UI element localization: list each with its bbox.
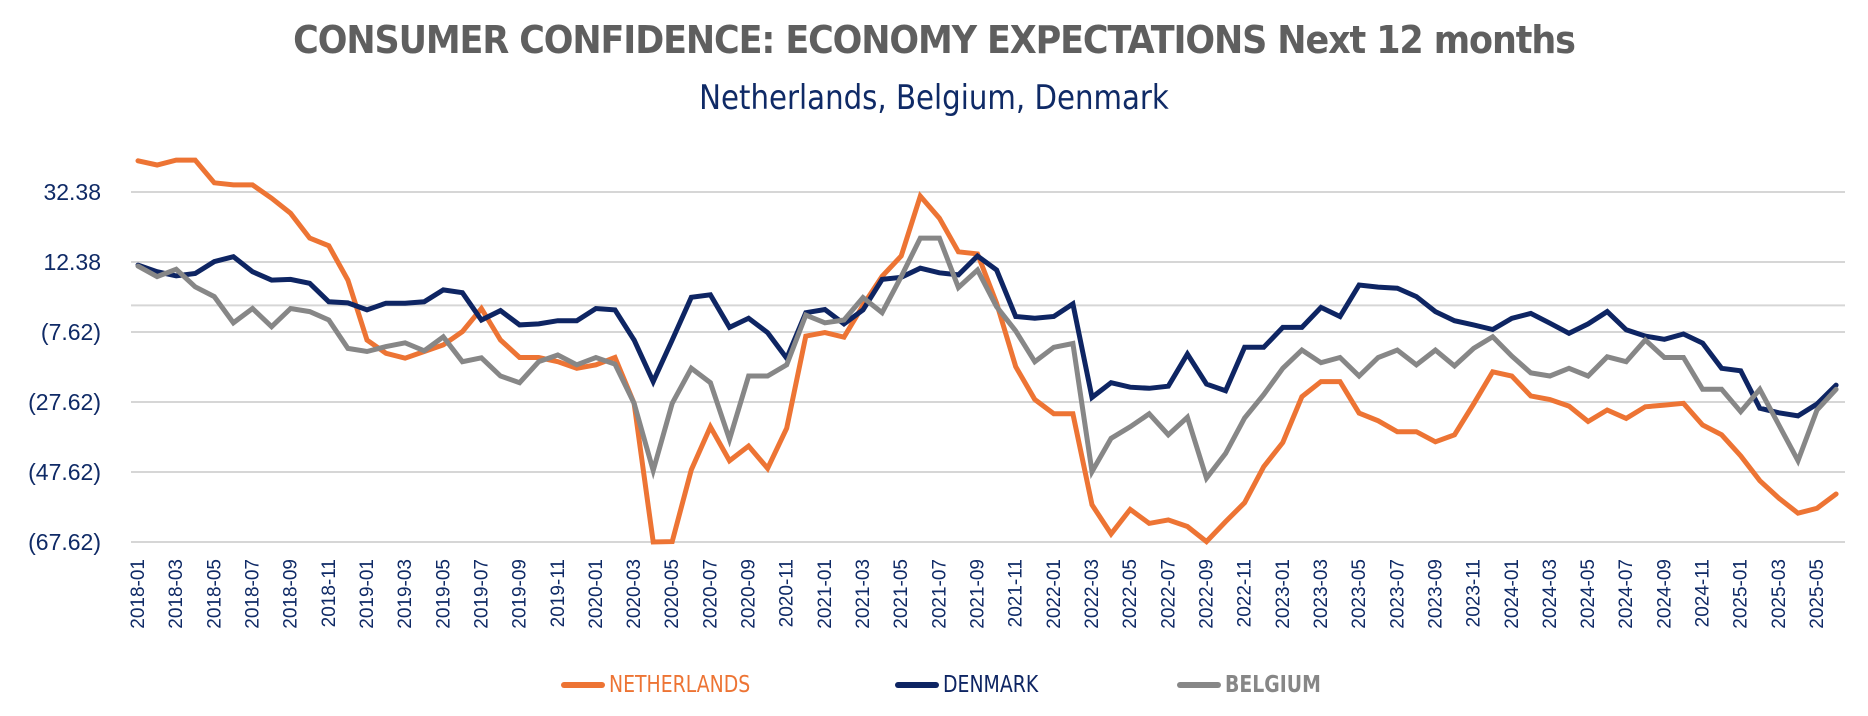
legend-item-netherlands[interactable]: NETHERLANDS <box>561 670 781 700</box>
series-lines <box>135 157 1839 545</box>
x-tick-label: 2020-01 <box>586 559 607 629</box>
x-tick-label: 2018-05 <box>204 559 225 629</box>
x-tick-label: 2024-03 <box>1540 559 1561 629</box>
x-tick-label: 2020-11 <box>777 559 798 627</box>
x-tick-label: 2022-07 <box>1158 559 1179 629</box>
x-tick-label: 2018-07 <box>242 559 263 629</box>
legend-label-belgium: BELGIUM <box>1225 672 1321 698</box>
y-tick-label: 32.38 <box>43 179 101 205</box>
x-tick-label: 2024-07 <box>1616 559 1637 629</box>
x-tick-label: 2021-09 <box>968 559 989 629</box>
legend-label-netherlands: NETHERLANDS <box>609 672 751 698</box>
x-tick-label: 2021-03 <box>853 559 874 629</box>
series-line-belgium <box>135 235 1839 484</box>
y-tick-label: (67.62) <box>28 529 101 555</box>
chart-title: CONSUMER CONFIDENCE: ECONOMY EXPECTATION… <box>293 18 1576 62</box>
x-tick-label: 2022-01 <box>1044 559 1065 629</box>
x-tick-label: 2021-05 <box>891 559 912 629</box>
x-tick-label: 2019-05 <box>433 559 454 629</box>
x-tick-label: 2024-01 <box>1502 559 1523 629</box>
x-tick-label: 2024-05 <box>1578 559 1599 629</box>
x-tick-label: 2022-09 <box>1196 559 1217 629</box>
y-tick-label: (47.62) <box>28 459 101 485</box>
x-tick-label: 2023-11 <box>1464 559 1485 627</box>
x-tick-label: 2020-07 <box>700 559 721 629</box>
x-tick-label: 2025-05 <box>1807 559 1828 629</box>
y-tick-label: (27.62) <box>28 389 101 415</box>
legend-item-denmark[interactable]: DENMARK <box>895 670 1059 700</box>
x-tick-label: 2021-07 <box>929 559 950 629</box>
legend-label-denmark: DENMARK <box>943 672 1039 698</box>
x-tick-label: 2018-03 <box>166 559 187 629</box>
legend-item-belgium[interactable]: BELGIUM <box>1177 670 1342 700</box>
y-tick-label: 12.38 <box>43 249 101 275</box>
x-tick-label: 2025-01 <box>1731 559 1752 629</box>
x-axis-tick-labels: 2018-01 2018-03 2018-05 2018-07 2018-09 2018-… <box>128 559 1828 629</box>
x-tick-label: 2023-05 <box>1349 559 1370 629</box>
legend-swatch-denmark <box>895 682 939 688</box>
legend-swatch-belgium <box>1177 682 1221 688</box>
x-tick-label: 2018-11 <box>319 559 340 627</box>
x-tick-label: 2019-09 <box>510 559 531 629</box>
x-tick-label: 2020-09 <box>739 559 760 629</box>
x-tick-label: 2018-09 <box>281 559 302 629</box>
y-tick-label: (7.62) <box>41 319 101 345</box>
chart-subtitle: Netherlands, Belgium, Denmark <box>699 78 1169 118</box>
x-tick-label: 2025-03 <box>1769 559 1790 629</box>
x-tick-label: 2020-03 <box>624 559 645 629</box>
x-tick-label: 2021-01 <box>815 559 836 629</box>
x-tick-label: 2022-11 <box>1235 559 1256 627</box>
gridlines <box>131 191 1845 543</box>
x-tick-label: 2023-03 <box>1311 559 1332 629</box>
x-tick-label: 2023-01 <box>1273 559 1294 629</box>
series-line-denmark <box>135 252 1839 419</box>
x-tick-label: 2018-01 <box>128 559 149 629</box>
x-tick-label: 2019-03 <box>395 559 416 629</box>
legend-swatch-netherlands <box>561 682 605 688</box>
x-tick-label: 2022-05 <box>1120 559 1141 629</box>
x-tick-label: 2019-11 <box>548 559 569 627</box>
x-tick-label: 2022-03 <box>1082 559 1103 629</box>
x-tick-label: 2019-07 <box>471 559 492 629</box>
series-line-netherlands <box>135 157 1839 545</box>
x-tick-label: 2023-07 <box>1387 559 1408 629</box>
x-tick-label: 2019-01 <box>357 559 378 629</box>
x-tick-label: 2021-11 <box>1006 559 1027 627</box>
x-tick-label: 2024-09 <box>1654 559 1675 629</box>
x-tick-label: 2024-11 <box>1693 559 1714 627</box>
x-tick-label: 2020-05 <box>662 559 683 629</box>
y-axis-tick-labels: 32.38 12.38 (7.62) (27.62) (47.62) (67.62) <box>28 179 101 555</box>
x-tick-label: 2023-09 <box>1425 559 1446 629</box>
